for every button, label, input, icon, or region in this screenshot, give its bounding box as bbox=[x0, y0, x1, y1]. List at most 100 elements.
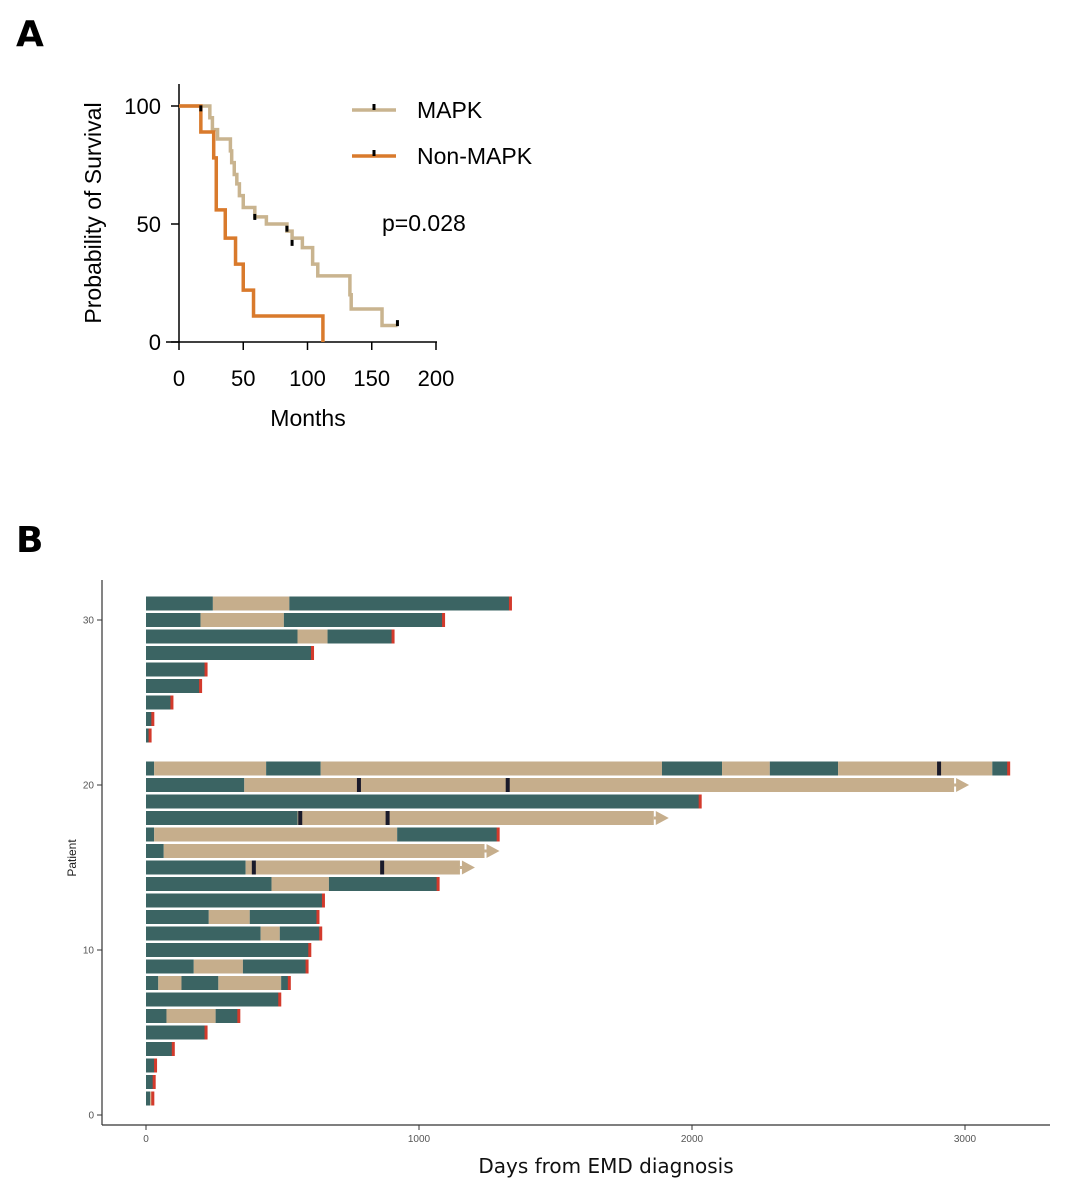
survival-x-tick-label: 0 bbox=[173, 366, 185, 391]
swimmer-segment-teal bbox=[279, 926, 321, 941]
swimmer-segment-teal bbox=[146, 1025, 207, 1040]
swimmer-ongoing-arrow bbox=[655, 811, 669, 825]
swimmer-segment-tan bbox=[154, 827, 398, 842]
swimmer-segment-teal bbox=[146, 844, 164, 858]
swimmer-ongoing-arrow bbox=[461, 860, 475, 875]
swimmer-segment-teal bbox=[146, 976, 159, 990]
survival-x-tick-label: 50 bbox=[231, 366, 255, 391]
swimmer-event-marker bbox=[154, 1058, 158, 1073]
survival-y-tick-label: 100 bbox=[124, 94, 161, 119]
swimmer-event-marker bbox=[199, 679, 203, 693]
swimmer-x-tick-label: 0 bbox=[143, 1134, 149, 1145]
swimmer-segment-tan bbox=[193, 959, 243, 974]
swimmer-segment-teal bbox=[146, 1075, 155, 1089]
swimmer-segment-teal bbox=[328, 877, 439, 891]
swimmer-segment-teal bbox=[146, 646, 313, 660]
swimmer-segment-tan bbox=[245, 860, 460, 875]
swimmer-segment-teal bbox=[992, 761, 1009, 776]
swimmer-segment-tan bbox=[244, 778, 955, 792]
swimmer-segment-teal bbox=[146, 629, 298, 644]
swimmer-event-marker bbox=[319, 926, 323, 941]
swimmer-segment-teal bbox=[242, 959, 308, 974]
swimmer-segment-tan bbox=[166, 1009, 216, 1023]
survival-legend: MAPK Non-MAPK bbox=[352, 97, 533, 169]
survival-y-tick-label: 50 bbox=[137, 212, 161, 237]
swimmer-segment-teal bbox=[146, 827, 155, 842]
swimmer-segment-tan bbox=[838, 761, 993, 776]
swimmer-segment-teal bbox=[146, 596, 213, 611]
swimmer-segment-teal bbox=[289, 596, 511, 611]
swimmer-segment-teal bbox=[146, 794, 701, 809]
swimmer-segment-teal bbox=[661, 761, 723, 776]
survival-chart: 0 50 100 150 200 0 50 100 Months Probability of… bbox=[80, 84, 533, 431]
swimmer-segment-tan bbox=[218, 976, 282, 990]
swimmer-y-tick-label: 0 bbox=[88, 1111, 94, 1122]
swimmer-segment-teal bbox=[327, 629, 394, 644]
swimmer-marker bbox=[356, 778, 361, 792]
swimmer-event-marker bbox=[308, 943, 312, 957]
swimmer-segment-tan bbox=[158, 976, 182, 990]
swimmer-segment-teal bbox=[146, 1042, 174, 1056]
swimmer-segment-teal bbox=[769, 761, 839, 776]
survival-x-tick-label: 200 bbox=[418, 366, 455, 391]
swimmer-event-marker bbox=[442, 613, 446, 627]
swimmer-segment-tan bbox=[297, 629, 328, 644]
swimmer-marker bbox=[298, 811, 303, 825]
swimmer-marker bbox=[251, 860, 256, 875]
swimmer-event-marker bbox=[204, 1025, 208, 1040]
p-value-annotation: p=0.028 bbox=[382, 210, 466, 236]
swimmer-segment-tan bbox=[154, 761, 267, 776]
swimmer-segment-teal bbox=[146, 712, 153, 726]
survival-curves bbox=[179, 104, 399, 342]
swimmer-event-marker bbox=[508, 596, 512, 611]
swimmer-segment-teal bbox=[249, 910, 318, 924]
swimmer-y-tick-label: 30 bbox=[83, 616, 95, 627]
survival-x-axis-label: Months bbox=[270, 405, 345, 431]
swimmer-x-tick-label: 2000 bbox=[681, 1134, 704, 1145]
swimmer-event-marker bbox=[148, 728, 152, 743]
swimmer-event-marker bbox=[321, 893, 325, 908]
swimmer-event-marker bbox=[278, 992, 282, 1007]
swimmer-event-marker bbox=[1007, 761, 1011, 776]
swimmer-segment-tan bbox=[722, 761, 770, 776]
swimmer-segment-teal bbox=[146, 910, 209, 924]
swimmer-segment-teal bbox=[146, 613, 201, 627]
swimmer-segment-teal bbox=[146, 1091, 151, 1106]
swimmer-event-marker bbox=[496, 827, 500, 842]
swimmer-segment-teal bbox=[146, 893, 324, 908]
swimmer-segment-teal bbox=[215, 1009, 239, 1023]
swimmer-y-tick-label: 10 bbox=[83, 946, 95, 957]
swimmer-segment-teal bbox=[146, 860, 246, 875]
swimmer-segment-teal bbox=[146, 1009, 167, 1023]
swimmer-segment-teal bbox=[397, 827, 499, 842]
swimmer-segment-tan bbox=[200, 613, 284, 627]
survival-y-tick-label: 0 bbox=[149, 330, 161, 355]
swimmer-segment-teal bbox=[146, 728, 151, 743]
swimmer-marker bbox=[937, 761, 942, 776]
swimmer-segment-tan bbox=[260, 926, 280, 941]
swimmer-segment-tan bbox=[271, 877, 329, 891]
swimmer-segment-teal bbox=[146, 679, 201, 693]
survival-curve-non-mapk bbox=[179, 104, 325, 342]
swimmer-chart: 0 1000 2000 3000 0 10 20 30 Days from EMD diagn… bbox=[65, 580, 1050, 1178]
swimmer-event-marker bbox=[287, 976, 291, 990]
swimmer-segment-teal bbox=[266, 761, 321, 776]
swimmer-segment-teal bbox=[181, 976, 219, 990]
swimmer-segment-teal bbox=[146, 1058, 156, 1073]
swimmer-marker bbox=[385, 811, 390, 825]
swimmer-event-marker bbox=[237, 1009, 241, 1023]
swimmer-marker bbox=[380, 860, 385, 875]
swimmer-ongoing-arrow bbox=[486, 844, 500, 858]
swimmer-segment-teal bbox=[146, 943, 310, 957]
swimmer-event-marker bbox=[204, 662, 208, 677]
swimmer-event-marker bbox=[391, 629, 395, 644]
panel-a-letter: A bbox=[16, 14, 44, 55]
swimmer-segment-tan bbox=[212, 596, 290, 611]
swimmer-segment-tan bbox=[320, 761, 662, 776]
swimmer-event-marker bbox=[311, 646, 315, 660]
swimmer-segment-teal bbox=[281, 976, 290, 990]
swimmer-x-tick-label: 1000 bbox=[408, 1134, 431, 1145]
swimmer-x-axis-label: Days from EMD diagnosis bbox=[478, 1154, 733, 1178]
swimmer-ongoing-arrow bbox=[956, 778, 970, 792]
